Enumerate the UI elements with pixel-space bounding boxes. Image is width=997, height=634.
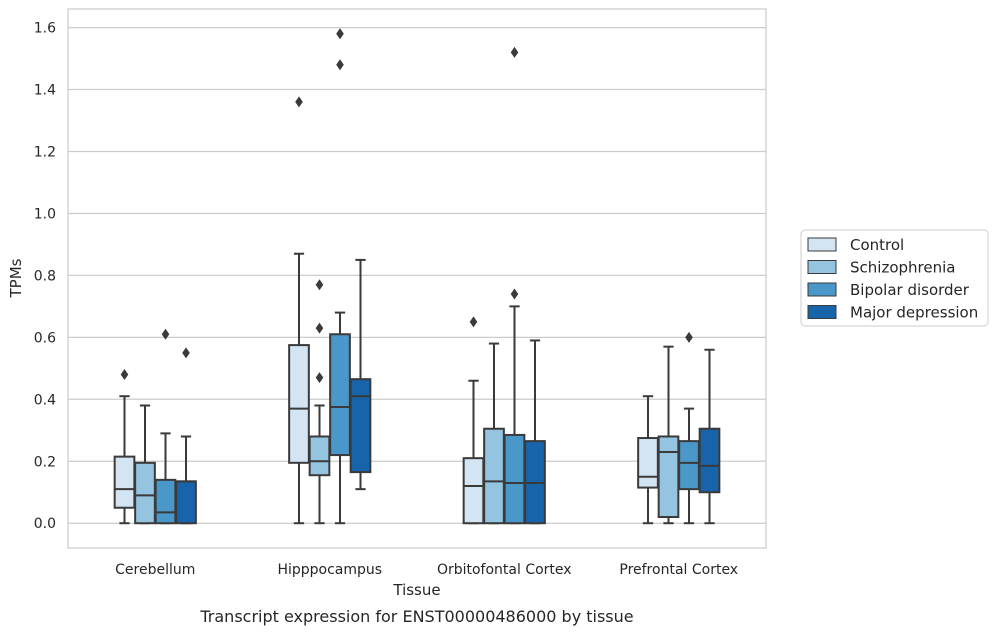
outlier-point xyxy=(510,288,519,300)
legend-swatch xyxy=(807,305,837,319)
box-iqr xyxy=(134,461,156,525)
box-iqr xyxy=(483,427,505,525)
plot-area-frame xyxy=(67,8,767,549)
box-major-depression xyxy=(349,258,372,491)
box-bipolar-disorder xyxy=(678,331,700,525)
y-tick-label: 1.4 xyxy=(34,83,56,99)
y-tick-label: 0.8 xyxy=(34,268,56,284)
box-schizophrenia xyxy=(308,279,331,525)
box-iqr xyxy=(698,427,721,494)
box-control xyxy=(462,316,485,525)
legend-label: Control xyxy=(850,236,904,254)
box-iqr xyxy=(308,435,331,477)
y-tick-labels: 0.0 0.2 0.4 0.6 0.8 1.0 1.2 1.4 1.6 xyxy=(34,21,56,533)
box-iqr xyxy=(329,333,351,457)
y-axis-title: TPMs xyxy=(7,258,25,298)
outlier-point xyxy=(295,96,303,108)
box-control xyxy=(637,395,659,525)
box-iqr xyxy=(288,344,310,464)
outlier-point xyxy=(336,59,344,71)
x-tick-label: Orbitofontal Cortex xyxy=(437,562,572,578)
box-iqr xyxy=(503,433,526,525)
outlier-point xyxy=(315,279,324,291)
outlier-point xyxy=(315,322,324,334)
outlier-point xyxy=(336,28,344,40)
x-tick-label: Cerebellum xyxy=(115,562,195,578)
legend-label: Major depression xyxy=(850,304,978,322)
legend-label: Bipolar disorder xyxy=(850,281,970,299)
outlier-point xyxy=(182,347,190,359)
legend-frame xyxy=(800,229,989,327)
x-tick-labels: Cerebellum Hipppocampus Orbitofontal Corte… xyxy=(115,562,738,578)
box-iqr xyxy=(678,440,700,491)
box-iqr xyxy=(154,478,177,525)
outlier-point xyxy=(469,316,478,328)
box-iqr xyxy=(175,480,197,525)
x-tick-label: Hipppocampus xyxy=(277,562,382,578)
x-axis-title: Tissue xyxy=(392,581,440,599)
outlier-point xyxy=(315,372,324,384)
x-tick-label: Prefrontal Cortex xyxy=(619,562,738,578)
box-major-depression xyxy=(524,339,546,525)
box-iqr xyxy=(349,378,372,474)
legend-label: Schizophrenia xyxy=(850,259,955,277)
outlier-point xyxy=(120,369,129,381)
y-tick-label: 0.2 xyxy=(34,454,56,470)
y-tick-label: 0.0 xyxy=(34,516,56,532)
box-groups xyxy=(113,28,721,525)
box-schizophrenia xyxy=(657,345,680,525)
box-major-depression xyxy=(175,347,197,525)
box-control xyxy=(288,96,310,525)
outlier-point xyxy=(685,331,693,343)
legend-swatch xyxy=(807,260,837,274)
box-iqr xyxy=(113,455,136,509)
box-iqr xyxy=(657,435,680,519)
legend: Control Schizophrenia Bipolar disorder Majo… xyxy=(800,229,989,327)
box-bipolar-disorder xyxy=(503,46,526,525)
figure-caption: Transcript expression for ENST0000048600… xyxy=(199,607,633,626)
outlier-point xyxy=(161,328,170,340)
outlier-point xyxy=(510,46,519,58)
y-tick-label: 1.0 xyxy=(34,206,56,222)
box-iqr xyxy=(462,457,485,525)
y-tick-label: 0.6 xyxy=(34,330,56,346)
legend-swatch xyxy=(807,237,837,252)
box-bipolar-disorder xyxy=(329,28,351,525)
box-iqr xyxy=(637,437,659,489)
box-major-depression xyxy=(698,348,721,525)
legend-swatch xyxy=(807,282,837,297)
y-tick-label: 0.4 xyxy=(34,392,56,408)
y-tick-label: 1.2 xyxy=(34,144,56,160)
y-tick-label: 1.6 xyxy=(34,21,56,37)
